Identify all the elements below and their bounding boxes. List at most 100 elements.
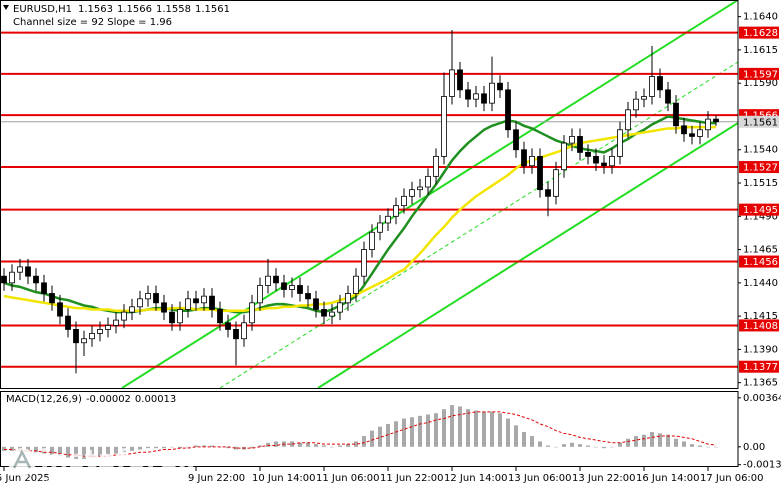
- candle-body: [129, 306, 135, 313]
- x-tick-label: 16 Jun 14:00: [636, 473, 700, 484]
- candle-body: [145, 293, 151, 300]
- signal-value: 0.00013: [135, 394, 176, 405]
- macd-bar: [594, 446, 598, 448]
- candle-body: [313, 298, 319, 310]
- macd-bar: [354, 441, 358, 447]
- level-label-bg: [739, 319, 779, 332]
- candle-body: [369, 231, 375, 250]
- macd-bar: [522, 432, 526, 447]
- macd-bar: [58, 446, 62, 457]
- candle-body: [329, 311, 335, 317]
- candle-body: [401, 195, 407, 207]
- macd-bar: [266, 442, 270, 447]
- macd-bar: [210, 445, 214, 447]
- candle-body: [377, 222, 383, 233]
- level-label: 1.1377: [743, 362, 778, 373]
- y-tick-label: -0.00133: [743, 460, 781, 471]
- candle-body: [441, 96, 447, 157]
- macd-bar: [618, 442, 622, 447]
- candle-body: [113, 319, 119, 326]
- candle-body: [673, 102, 679, 127]
- level-label: 1.1527: [743, 163, 778, 174]
- macd-bar: [690, 444, 694, 447]
- candle-body: [561, 142, 567, 171]
- candle-body: [609, 155, 615, 167]
- macd-bar: [418, 415, 422, 447]
- watermark-tagline: Instant Forex Tracking: [42, 474, 163, 487]
- macd-bar: [34, 446, 38, 453]
- macd-bar: [42, 446, 46, 454]
- macd-bar: [10, 446, 14, 451]
- candle-body: [217, 309, 223, 324]
- macd-bar: [458, 406, 462, 447]
- candle-body: [713, 118, 719, 123]
- macd-bar: [274, 441, 278, 447]
- macd-bar: [642, 434, 646, 447]
- candle-body: [137, 298, 143, 308]
- y-tick-label: 1.1390: [743, 344, 778, 355]
- y-tick-label: 1.1490: [743, 211, 778, 222]
- candle-body: [481, 93, 487, 104]
- candle-body: [497, 82, 503, 91]
- macd-bar: [186, 446, 190, 448]
- candle-body: [209, 295, 215, 310]
- candle-body: [657, 76, 663, 91]
- x-tick-label: 17 Jun 06:00: [700, 473, 764, 484]
- macd-bar: [74, 446, 78, 459]
- candle-body: [465, 89, 471, 100]
- candle-body: [385, 215, 391, 224]
- candle-body: [417, 186, 423, 191]
- macd-bar: [386, 423, 390, 447]
- candle-body: [121, 311, 127, 321]
- candle-body: [409, 189, 415, 197]
- level-label: 1.1495: [743, 205, 778, 216]
- candle-body: [257, 285, 263, 304]
- macd-header: MACD(12,26,9) -0.00002 0.00013: [6, 394, 176, 405]
- last-low: 1.1558: [156, 4, 191, 15]
- candle-body: [649, 76, 655, 97]
- macd-bar: [314, 444, 318, 447]
- candle-body: [641, 96, 647, 100]
- level-label-bg: [739, 360, 779, 373]
- macd-bar: [714, 446, 718, 448]
- macd-bar: [146, 446, 150, 449]
- candle-body: [321, 309, 327, 317]
- macd-bar: [90, 446, 94, 458]
- macd-bar: [330, 446, 334, 448]
- candle-body: [569, 136, 575, 144]
- macd-bar: [562, 444, 566, 447]
- candle-body: [513, 129, 519, 151]
- macd-bar: [450, 405, 454, 447]
- candle-body: [353, 275, 359, 294]
- macd-bar: [114, 446, 118, 454]
- macd-bar: [514, 425, 518, 447]
- macd-bar: [490, 411, 494, 447]
- collapse-icon: [3, 5, 9, 10]
- macd-bar: [626, 438, 630, 447]
- candle-body: [585, 152, 591, 157]
- y-tick-label: 1.1440: [743, 278, 778, 289]
- candle-body: [425, 175, 431, 188]
- macd-bar: [322, 445, 326, 447]
- candle-body: [169, 311, 175, 324]
- candle-body: [577, 136, 583, 153]
- y-tick-label: 1.1615: [743, 45, 778, 56]
- candle-body: [553, 169, 559, 197]
- candle-body: [617, 129, 623, 157]
- macd-bar: [610, 446, 614, 448]
- price-label-bg: [739, 115, 779, 128]
- macd-frame: [0, 391, 739, 467]
- candle-body: [545, 189, 551, 197]
- candle-body: [457, 69, 463, 91]
- level-label-bg: [739, 255, 779, 268]
- candle-body: [265, 275, 271, 286]
- macd-bar: [162, 446, 166, 449]
- moving-average: [3, 125, 716, 313]
- candle-body: [289, 285, 295, 290]
- macd-bar: [442, 409, 446, 447]
- y-tick-label: 1.1465: [743, 245, 778, 256]
- level-label: 1.1628: [743, 28, 778, 39]
- macd-bar: [82, 446, 86, 459]
- macd-value: -0.00002: [86, 394, 131, 405]
- macd-bar: [466, 409, 470, 447]
